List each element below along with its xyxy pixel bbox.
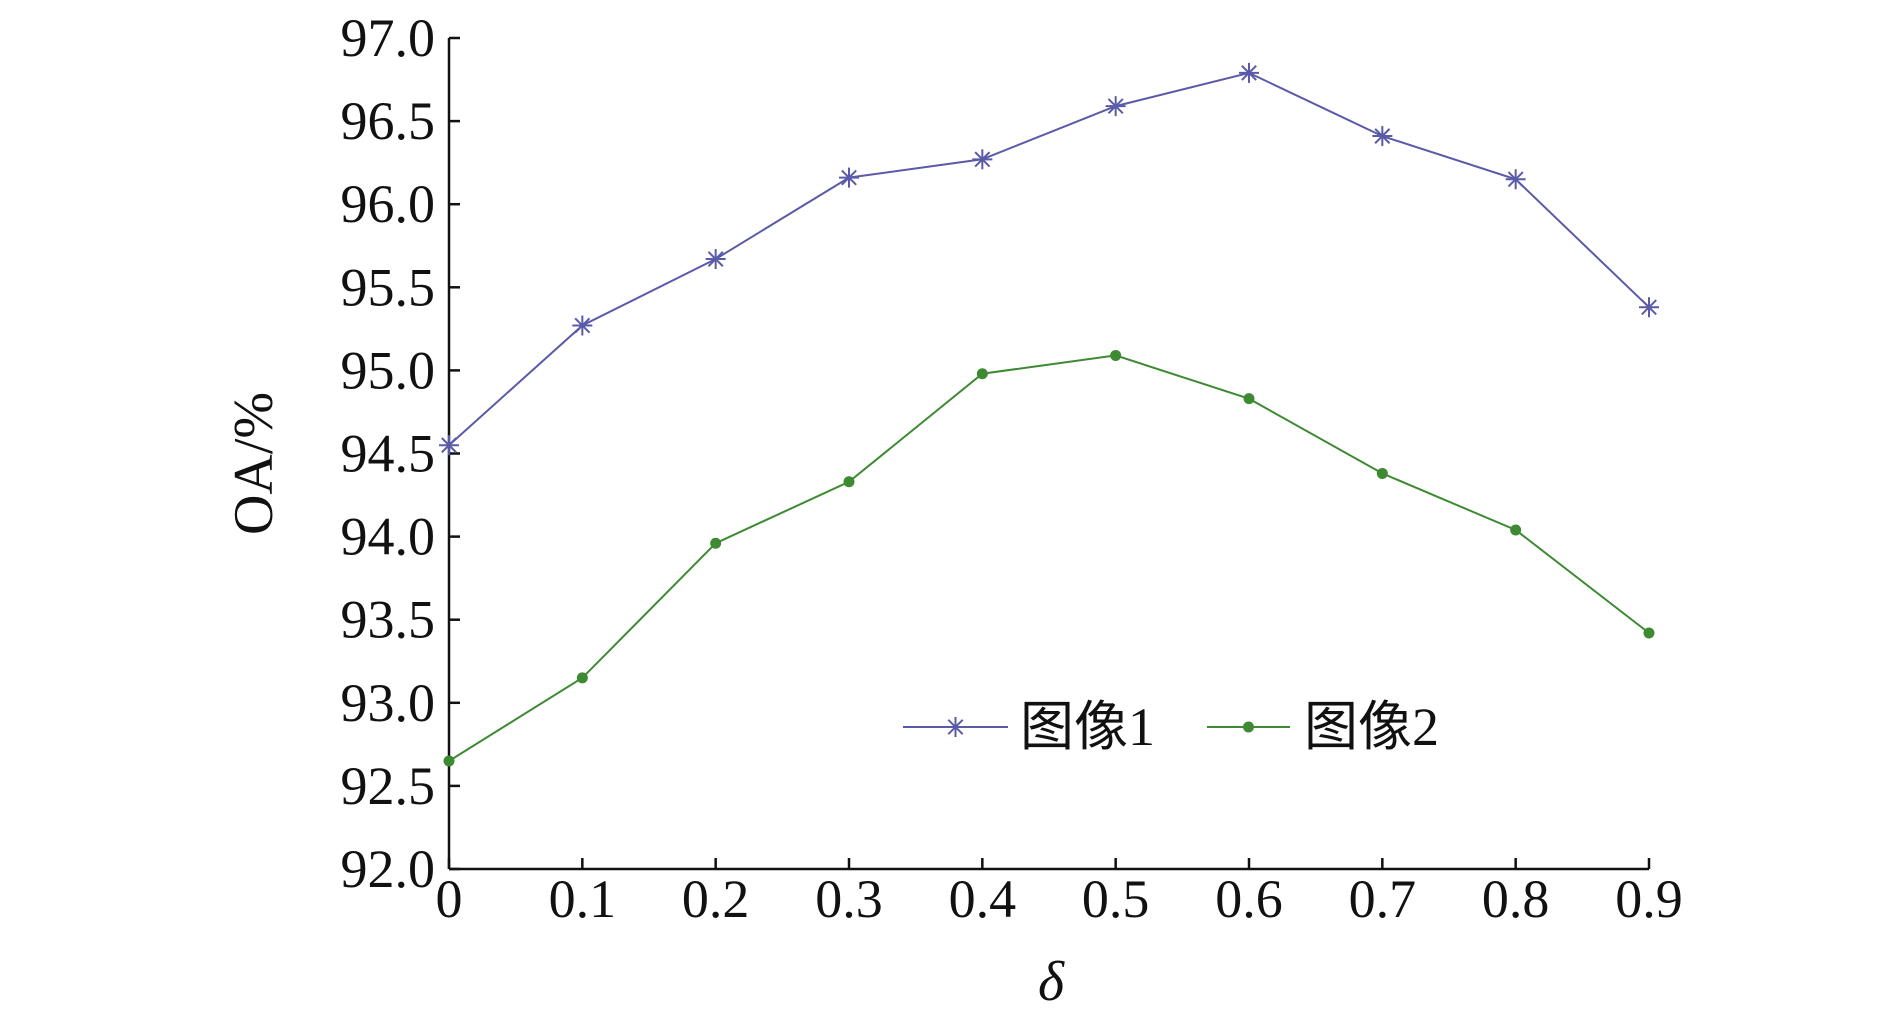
legend-marker (1243, 721, 1254, 733)
x-tick-label: 0.3 (815, 869, 883, 929)
y-axis-label: OA/% (223, 392, 285, 535)
y-tick-label: 95.0 (341, 340, 436, 400)
y-tick-label: 96.5 (341, 91, 436, 151)
data-point (1510, 524, 1522, 536)
x-tick-label: 0.2 (682, 869, 750, 929)
data-point (1105, 96, 1126, 117)
data-point (710, 537, 722, 549)
y-tick-label: 93.0 (341, 673, 436, 733)
y-tick-label: 94.5 (341, 424, 436, 484)
data-point (1639, 297, 1659, 318)
x-tick-label: 0 (436, 869, 463, 929)
data-point (843, 476, 855, 488)
data-point (1376, 467, 1388, 479)
series-2 (443, 349, 1655, 767)
axes: 92.0 92.5 93.0 93.5 94.0 94.5 95.0 95.5 96.0 96.5… (223, 8, 1683, 1013)
y-tick-label: 94.0 (341, 507, 436, 567)
series-layer (439, 62, 1659, 767)
y-tick-label: 96.0 (341, 174, 436, 234)
data-point (1243, 393, 1255, 405)
x-tick-label: 0.9 (1615, 869, 1683, 929)
data-point (1110, 349, 1122, 361)
data-point (972, 149, 993, 170)
series-line (448, 354, 1650, 762)
data-point (1372, 126, 1393, 147)
x-tick-label: 0.4 (949, 869, 1017, 929)
data-point (443, 755, 455, 767)
y-tick-label: 92.5 (341, 756, 436, 816)
legend-label: 图像2 (1304, 697, 1439, 757)
legend-label: 图像1 (1020, 697, 1155, 757)
legend-item: 图像2 (1207, 697, 1439, 757)
data-point (1643, 627, 1655, 639)
x-tick-label: 0.1 (549, 869, 617, 929)
y-tick-label: 93.5 (341, 590, 436, 650)
y-tick-label: 97.0 (341, 8, 436, 68)
data-point (705, 249, 726, 270)
data-point (439, 435, 459, 456)
data-point (572, 315, 593, 336)
y-tick-label: 92.0 (341, 839, 436, 899)
data-point (839, 167, 859, 188)
x-tick-label: 0.8 (1482, 869, 1550, 929)
x-tick-label: 0.7 (1349, 869, 1417, 929)
legend-item: 图像1 (903, 697, 1155, 757)
x-tick-label: 0.6 (1215, 869, 1283, 929)
data-point (976, 368, 988, 380)
data-point (576, 672, 588, 684)
x-tick-label: 0.5 (1082, 869, 1150, 929)
data-point (1239, 62, 1259, 83)
legend-marker (945, 717, 966, 737)
series-line (448, 71, 1650, 446)
series-1 (439, 62, 1659, 456)
data-point (1505, 169, 1526, 190)
y-tick-label: 95.5 (341, 257, 436, 317)
legend: 图像1 图像2 (903, 697, 1439, 757)
x-axis-label: δ (1038, 951, 1065, 1013)
